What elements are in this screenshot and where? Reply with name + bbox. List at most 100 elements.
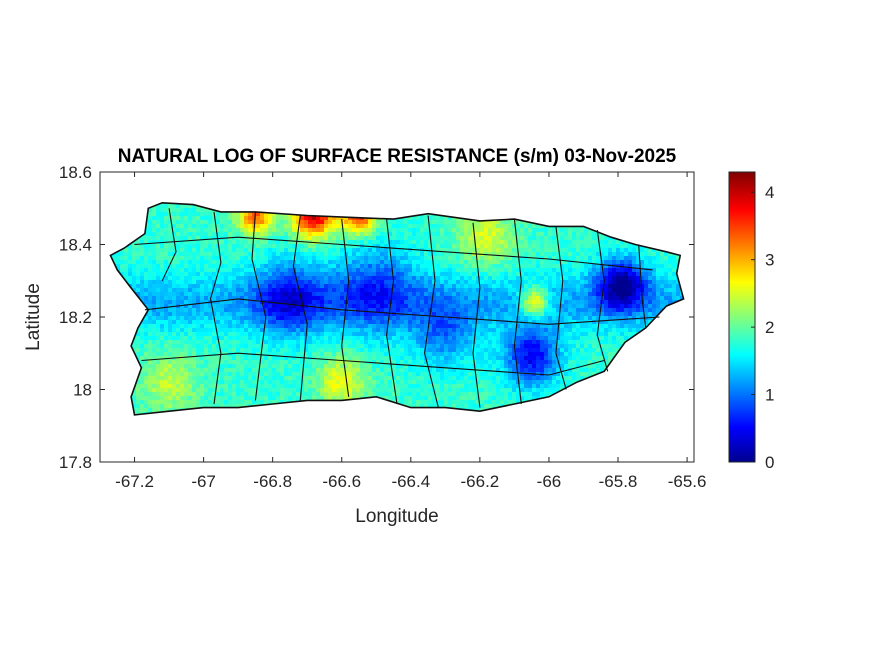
heat-cell <box>188 396 192 400</box>
heat-cell <box>224 364 228 368</box>
heat-cell <box>304 328 308 332</box>
heat-cell <box>368 336 372 340</box>
heat-cell <box>184 312 188 316</box>
heat-cell <box>300 276 304 280</box>
heat-cell <box>364 260 368 264</box>
heat-cell <box>408 288 412 292</box>
heat-cell <box>136 384 140 388</box>
heat-cell <box>308 220 312 224</box>
heat-cell <box>324 392 328 396</box>
heat-cell <box>360 300 364 304</box>
heat-cell <box>320 364 324 368</box>
heat-cell <box>140 376 144 380</box>
heat-cell <box>272 276 276 280</box>
heat-cell <box>232 232 236 236</box>
heat-cell <box>192 244 196 248</box>
heat-cell <box>188 272 192 276</box>
heat-cell <box>324 360 328 364</box>
heat-cell <box>188 228 192 232</box>
heat-cell <box>264 380 268 384</box>
heat-cell <box>320 280 324 284</box>
heat-cell <box>148 352 152 356</box>
heat-cell <box>348 376 352 380</box>
heat-cell <box>344 276 348 280</box>
heat-cell <box>352 280 356 284</box>
heat-cell <box>280 220 284 224</box>
heat-cell <box>388 336 392 340</box>
heat-cell <box>280 380 284 384</box>
heat-cell <box>320 308 324 312</box>
heat-cell <box>312 260 316 264</box>
heat-cell <box>268 280 272 284</box>
heat-cell <box>260 384 264 388</box>
heat-cell <box>196 228 200 232</box>
heat-cell <box>416 264 420 268</box>
heat-cell <box>280 340 284 344</box>
heat-cell <box>180 332 184 336</box>
heat-cell <box>164 336 168 340</box>
heat-cell <box>204 376 208 380</box>
heat-cell <box>160 236 164 240</box>
heat-cell <box>392 344 396 348</box>
heat-cell <box>364 332 368 336</box>
heat-cell <box>184 396 188 400</box>
heat-cell <box>204 232 208 236</box>
heat-cell <box>360 304 364 308</box>
heat-cell <box>376 368 380 372</box>
heat-cell <box>280 356 284 360</box>
heat-cell <box>320 372 324 376</box>
heat-cell <box>152 264 156 268</box>
heat-cell <box>356 252 360 256</box>
heat-cell <box>160 364 164 368</box>
heat-cell <box>244 308 248 312</box>
heat-cell <box>256 260 260 264</box>
heat-cell <box>312 392 316 396</box>
heat-cell <box>260 352 264 356</box>
heat-cell <box>340 392 344 396</box>
heat-cell <box>196 372 200 376</box>
heat-cell <box>316 252 320 256</box>
heat-cell <box>404 360 408 364</box>
heat-cell <box>340 268 344 272</box>
heat-cell <box>248 376 252 380</box>
heat-cell <box>164 376 168 380</box>
heat-cell <box>304 216 308 220</box>
heat-cell <box>328 272 332 276</box>
heat-cell <box>160 328 164 332</box>
heat-cell <box>308 264 312 268</box>
heat-cell <box>216 228 220 232</box>
heat-cell <box>408 380 412 384</box>
heat-cell <box>148 268 152 272</box>
heat-cell <box>404 348 408 352</box>
heat-cell <box>268 324 272 328</box>
heat-cell <box>288 384 292 388</box>
heat-cell <box>196 300 200 304</box>
heat-cell <box>192 316 196 320</box>
heat-cell <box>316 256 320 260</box>
heat-cell <box>432 324 436 328</box>
heat-cell <box>164 364 168 368</box>
heat-cell <box>176 404 180 408</box>
heat-cell <box>236 288 240 292</box>
heat-cell <box>148 220 152 224</box>
heat-cell <box>180 324 184 328</box>
heat-cell <box>188 404 192 408</box>
heat-cell <box>236 388 240 392</box>
heat-cell <box>412 332 416 336</box>
heat-cell <box>332 376 336 380</box>
heat-cell <box>260 284 264 288</box>
heat-cell <box>404 300 408 304</box>
heat-cell <box>208 228 212 232</box>
heat-cell <box>356 356 360 360</box>
heat-cell <box>324 244 328 248</box>
heat-cell <box>240 296 244 300</box>
heat-cell <box>200 296 204 300</box>
heat-cell <box>344 312 348 316</box>
heat-cell <box>300 216 304 220</box>
heat-cell <box>168 388 172 392</box>
heat-cell <box>328 388 332 392</box>
heat-cell <box>344 364 348 368</box>
heat-cell <box>276 248 280 252</box>
heat-cell <box>272 340 276 344</box>
heat-cell <box>220 304 224 308</box>
